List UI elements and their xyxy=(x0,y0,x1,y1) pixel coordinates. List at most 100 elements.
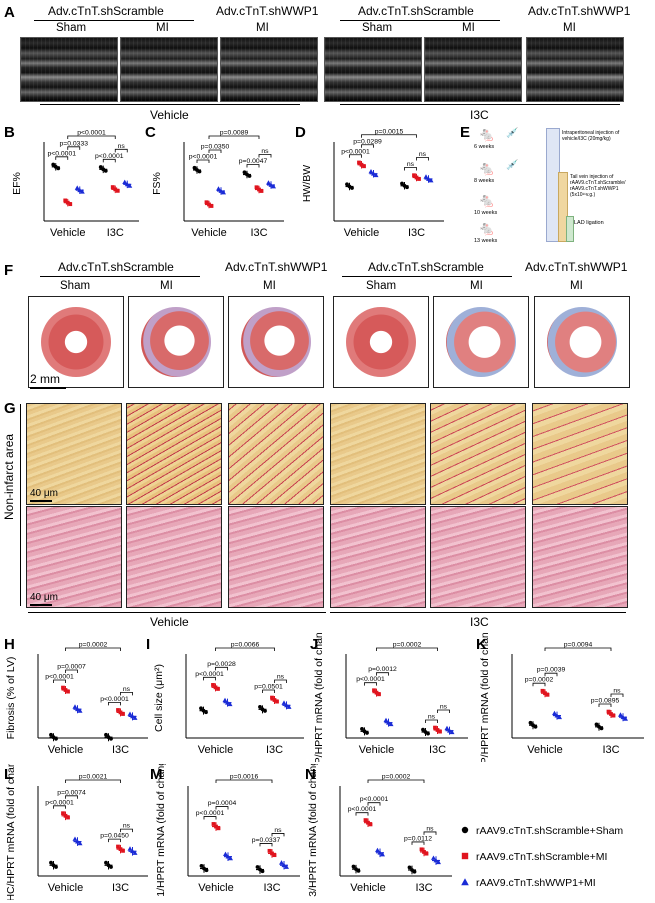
p-value-label: p=0.0015 xyxy=(375,128,404,135)
data-point xyxy=(435,728,440,732)
significance-bracket xyxy=(610,693,624,697)
significance-bracket xyxy=(361,134,417,138)
panel-label-h: H xyxy=(4,636,15,653)
header-a-scramble-vehicle: Adv.cTnT.shScramble xyxy=(48,4,164,18)
significance-bracket xyxy=(271,833,285,837)
data-point xyxy=(49,732,53,737)
data-point xyxy=(383,717,389,723)
label-i3c: I3C xyxy=(470,108,489,122)
mouse-icon: 🐁 xyxy=(478,192,496,208)
data-point xyxy=(124,181,130,187)
significance-bracket xyxy=(532,682,546,687)
data-point xyxy=(423,174,429,179)
data-point xyxy=(63,813,68,818)
significance-bracket xyxy=(246,164,260,168)
label-sham: Sham xyxy=(362,22,393,34)
data-point xyxy=(423,730,428,734)
y-axis-label: BNP/HPRT mRNA (fold of change) xyxy=(479,632,491,762)
data-point xyxy=(211,683,215,687)
significance-bracket xyxy=(203,676,216,681)
data-point xyxy=(74,185,80,190)
data-point xyxy=(204,200,209,205)
data-point xyxy=(431,855,436,860)
data-point xyxy=(127,846,133,851)
data-point xyxy=(199,863,204,868)
significance-bracket xyxy=(598,703,612,707)
p-value-label: p=0.0047 xyxy=(239,158,268,165)
data-point xyxy=(611,713,616,718)
data-point xyxy=(540,688,545,693)
data-point xyxy=(375,847,380,853)
label-mi: MI xyxy=(563,22,576,34)
data-point xyxy=(72,704,78,709)
data-point xyxy=(371,171,376,176)
chart-col1: Col 1/HPRT mRNA (fold of change) Vehicle I… xyxy=(155,764,300,900)
data-point xyxy=(428,178,434,183)
echo-image xyxy=(526,37,624,102)
data-point xyxy=(417,177,421,181)
data-point xyxy=(61,685,65,690)
panel-label-m: M xyxy=(150,766,163,783)
mouse-icon: 🐁 xyxy=(478,126,496,142)
significance-bracket xyxy=(215,666,228,671)
legend-label: rAAV9.cTnT.shScramble+MI xyxy=(476,851,608,863)
data-point xyxy=(402,183,407,188)
bracket-line xyxy=(342,276,512,277)
panel-label-n: N xyxy=(305,766,316,783)
p-value-label: p=0.0350 xyxy=(201,144,230,151)
significance-bracket xyxy=(274,679,287,683)
data-point xyxy=(214,824,218,829)
data-point xyxy=(195,168,199,172)
x-tick-label: I3C xyxy=(107,227,124,239)
data-point xyxy=(216,687,220,691)
data-point xyxy=(130,848,135,854)
panel-label-b: B xyxy=(4,124,15,141)
p-value-label: p<0.0001 xyxy=(45,799,74,806)
heart-section xyxy=(128,296,224,388)
data-point xyxy=(363,818,368,822)
significance-bracket xyxy=(361,144,374,148)
data-point xyxy=(266,180,271,185)
p-value-label: p=0.0066 xyxy=(231,642,260,649)
data-point xyxy=(281,700,287,705)
label-mi: MI xyxy=(156,22,169,34)
x-tick-label: I3C xyxy=(112,882,129,894)
mouse-icon: 🐁 xyxy=(478,220,496,236)
legend-item: rAAV9.cTnT.shWWP1+MI xyxy=(460,870,652,896)
data-point xyxy=(223,851,228,856)
data-point xyxy=(115,188,120,193)
data-point xyxy=(63,688,68,692)
p-value-label: ns xyxy=(419,151,427,158)
significance-bracket xyxy=(355,812,369,816)
data-point xyxy=(281,862,287,868)
data-point xyxy=(543,691,547,696)
heart-image xyxy=(547,307,617,377)
heart-section xyxy=(228,296,324,388)
p-value-label: ns xyxy=(123,686,131,693)
data-point xyxy=(132,850,138,855)
panel-label-l: L xyxy=(4,766,14,783)
data-point xyxy=(380,852,385,857)
event-text: LAD ligation xyxy=(574,220,604,226)
significance-bracket xyxy=(544,647,612,651)
significance-bracket xyxy=(215,779,273,783)
week-label: 6 weeks xyxy=(474,144,495,150)
data-point xyxy=(359,162,364,167)
mouse-icon: 🐁 xyxy=(478,160,496,176)
data-point xyxy=(77,840,83,846)
echo-image xyxy=(220,37,318,102)
data-point xyxy=(284,864,289,869)
group-line xyxy=(28,612,326,613)
data-point xyxy=(461,826,469,834)
p-value-label: p=0.0021 xyxy=(79,774,108,781)
data-point xyxy=(620,714,626,720)
data-point xyxy=(351,864,356,869)
data-point xyxy=(260,707,265,712)
data-point xyxy=(225,700,230,705)
chart-bnp: BNP/HPRT mRNA (fold of change) Vehicle I3C… xyxy=(479,632,644,762)
data-point xyxy=(284,702,289,708)
significance-bracket xyxy=(262,689,275,693)
data-point xyxy=(259,189,264,193)
data-point xyxy=(424,851,429,856)
data-point xyxy=(362,164,366,169)
